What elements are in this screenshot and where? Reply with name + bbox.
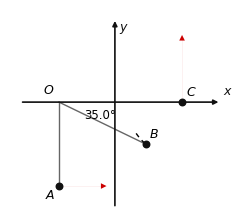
Text: y: y [119,21,126,34]
Text: x: x [223,85,230,98]
Point [57,184,61,188]
FancyArrow shape [179,35,185,102]
Point [180,100,184,104]
Text: A: A [46,189,54,202]
FancyArrow shape [59,183,107,189]
Text: 35.0°: 35.0° [84,109,116,122]
Text: O: O [43,84,53,97]
Point [144,142,147,146]
Text: B: B [150,128,159,141]
Text: C: C [187,86,195,99]
